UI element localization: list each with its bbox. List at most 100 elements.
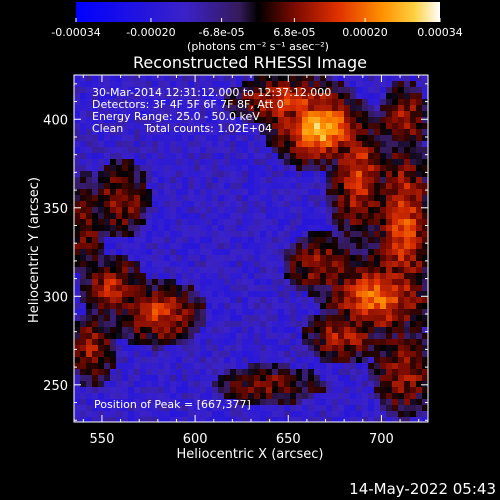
- heatmap-cell: [416, 339, 422, 345]
- heatmap-cell: [86, 231, 92, 237]
- heatmap-cell: [140, 363, 146, 369]
- heatmap-cell: [410, 255, 416, 261]
- heatmap-cell: [254, 345, 260, 351]
- heatmap-cell: [398, 153, 404, 159]
- heatmap-cell: [332, 153, 338, 159]
- heatmap-cell: [140, 93, 146, 99]
- heatmap-cell: [416, 279, 422, 285]
- heatmap-cell: [218, 87, 224, 93]
- heatmap-cell: [422, 105, 428, 111]
- heatmap-cell: [248, 291, 254, 297]
- heatmap-cell: [386, 327, 392, 333]
- heatmap-cell: [200, 393, 206, 399]
- heatmap-cell: [392, 135, 398, 141]
- heatmap-cell: [392, 309, 398, 315]
- heatmap-cell: [326, 357, 332, 363]
- heatmap-cell: [158, 267, 164, 273]
- heatmap-cell: [128, 375, 134, 381]
- heatmap-cell: [332, 183, 338, 189]
- heatmap-cell: [290, 87, 296, 93]
- heatmap-cell: [110, 333, 116, 339]
- heatmap-cell: [134, 75, 140, 81]
- heatmap-cell: [296, 141, 302, 147]
- heatmap-cell: [254, 315, 260, 321]
- heatmap-cell: [398, 267, 404, 273]
- heatmap-cell: [176, 147, 182, 153]
- heatmap-cell: [248, 279, 254, 285]
- heatmap-cell: [386, 273, 392, 279]
- heatmap-cell: [182, 327, 188, 333]
- heatmap-cell: [302, 123, 308, 129]
- heatmap-cell: [260, 327, 266, 333]
- heatmap-cell: [164, 297, 170, 303]
- heatmap-cell: [116, 417, 122, 422]
- heatmap-cell: [338, 195, 344, 201]
- annotation-time: 30-Mar-2014 12:31:12.000 to 12:37:12.000: [92, 86, 331, 99]
- heatmap-cell: [368, 129, 374, 135]
- heatmap-cell: [416, 123, 422, 129]
- heatmap-cell: [368, 387, 374, 393]
- heatmap-cell: [236, 417, 242, 422]
- heatmap-cell: [410, 339, 416, 345]
- heatmap-cell: [86, 153, 92, 159]
- heatmap-cell: [212, 255, 218, 261]
- heatmap-cell: [350, 351, 356, 357]
- heatmap-cell: [380, 309, 386, 315]
- heatmap-cell: [248, 273, 254, 279]
- heatmap-cell: [200, 183, 206, 189]
- heatmap-cell: [356, 309, 362, 315]
- heatmap-cell: [272, 321, 278, 327]
- heatmap-cell: [182, 87, 188, 93]
- heatmap-cell: [80, 345, 86, 351]
- heatmap-cell: [326, 135, 332, 141]
- heatmap-cell: [416, 267, 422, 273]
- heatmap-cell: [332, 273, 338, 279]
- heatmap-cell: [206, 261, 212, 267]
- heatmap-cell: [98, 309, 104, 315]
- heatmap-cell: [200, 75, 206, 81]
- heatmap-cell: [146, 189, 152, 195]
- heatmap-cell: [128, 393, 134, 399]
- heatmap-cell: [188, 123, 194, 129]
- heatmap-cell: [386, 81, 392, 87]
- heatmap-cell: [140, 393, 146, 399]
- heatmap-cell: [254, 393, 260, 399]
- heatmap-cell: [230, 357, 236, 363]
- heatmap-cell: [158, 303, 164, 309]
- heatmap-cell: [308, 183, 314, 189]
- heatmap-cell: [284, 273, 290, 279]
- heatmap-cell: [422, 87, 428, 93]
- heatmap-cell: [350, 303, 356, 309]
- heatmap-cell: [260, 159, 266, 165]
- heatmap-cell: [242, 279, 248, 285]
- heatmap-cell: [350, 111, 356, 117]
- heatmap-cell: [176, 393, 182, 399]
- heatmap-cell: [296, 255, 302, 261]
- heatmap-cell: [422, 303, 428, 309]
- heatmap-cell: [194, 87, 200, 93]
- heatmap-cell: [182, 267, 188, 273]
- heatmap-cell: [278, 399, 284, 405]
- heatmap-cell: [92, 207, 98, 213]
- heatmap-cell: [284, 249, 290, 255]
- heatmap-cell: [128, 225, 134, 231]
- heatmap-cell: [302, 141, 308, 147]
- heatmap-cell: [350, 291, 356, 297]
- heatmap-cell: [146, 369, 152, 375]
- heatmap-cell: [80, 225, 86, 231]
- heatmap-cell: [248, 351, 254, 357]
- heatmap-cell: [224, 345, 230, 351]
- heatmap-cell: [224, 99, 230, 105]
- heatmap-cell: [182, 405, 188, 411]
- heatmap-cell: [176, 111, 182, 117]
- heatmap-cell: [278, 177, 284, 183]
- heatmap-cell: [188, 117, 194, 123]
- heatmap-cell: [158, 315, 164, 321]
- heatmap-cell: [206, 321, 212, 327]
- heatmap-cell: [242, 75, 248, 81]
- heatmap-cell: [164, 231, 170, 237]
- heatmap-cell: [158, 375, 164, 381]
- heatmap-cell: [98, 231, 104, 237]
- heatmap-cell: [134, 351, 140, 357]
- heatmap-cell: [290, 99, 296, 105]
